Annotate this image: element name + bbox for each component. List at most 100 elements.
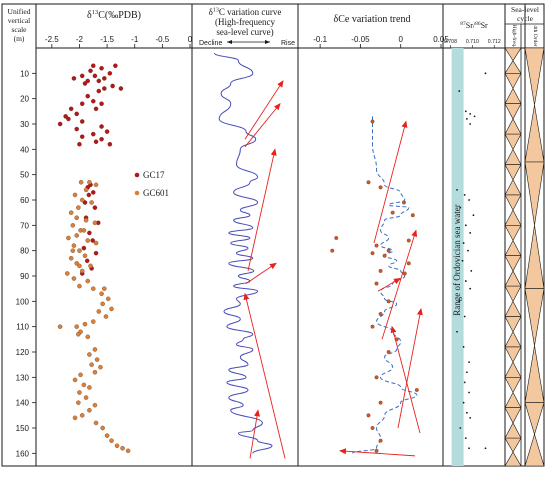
carbon-point-gc601 (70, 223, 76, 228)
carbon-point-gc601 (74, 215, 79, 220)
carbon-point-gc601 (109, 438, 114, 443)
fourth-order-cycle-rise (524, 402, 545, 436)
depth-tick-label: 70 (20, 221, 29, 230)
carbon-point-gc17 (87, 230, 92, 236)
carbon-panel-title: δ13C(‰PDB) (87, 9, 141, 21)
depth-tick-label: 160 (16, 449, 30, 458)
decline-arrowhead (227, 40, 232, 44)
carbon-point-gc17 (91, 131, 96, 137)
sea-level-trend-arrow (249, 409, 260, 459)
carbon-point-gc601 (102, 286, 107, 291)
sea-level-trend-arrow (245, 262, 277, 284)
depth-tick-label: 30 (20, 120, 29, 129)
carbon-point-gc601 (68, 256, 74, 261)
cycle-title-line2: cycle (517, 14, 533, 23)
legend-gc17-label: GC17 (143, 170, 165, 180)
ce-point (378, 312, 383, 316)
carbon-point-gc17 (88, 68, 93, 74)
decline-label: Decline (199, 40, 222, 47)
sr-point (465, 371, 468, 374)
carbon-point-gc601 (71, 276, 77, 281)
curve-title-line2: (High-frequency (215, 17, 275, 27)
ce-trend-arrow (390, 325, 421, 434)
carbon-point-gc601 (92, 402, 98, 408)
high-freq-cycle-rise (504, 164, 522, 181)
ce-point (374, 448, 379, 453)
carbon-point-gc601 (72, 415, 78, 421)
carbon-tick-label: -1 (131, 35, 139, 44)
ce-point (386, 248, 391, 253)
ce-point (370, 119, 375, 124)
carbon-point-gc601 (78, 372, 83, 378)
high-freq-cycle-rise (504, 225, 522, 242)
carbon-point-gc601 (79, 197, 85, 203)
sr-point (484, 447, 487, 450)
fourth-order-cycle-rise (524, 288, 545, 346)
sr-point (462, 242, 465, 244)
depth-tick-label: 60 (20, 196, 29, 205)
sr-point (468, 361, 470, 364)
high-freq-cycle-rise (504, 285, 522, 302)
carbon-point-gc17 (93, 250, 99, 256)
depth-tick-label: 120 (16, 348, 30, 357)
sr-point (469, 232, 472, 234)
carbon-point-gc601 (78, 180, 84, 185)
high-freq-cycle-rise (504, 346, 522, 363)
ce-point (374, 243, 379, 248)
carbon-point-gc601 (83, 218, 89, 223)
carbon-point-gc17 (74, 126, 79, 132)
carbon-point-gc17 (92, 205, 98, 210)
ce-point (330, 248, 335, 253)
ce-tick-label: 0.05 (433, 35, 449, 44)
ce-point (386, 350, 391, 354)
carbon-point-gc601 (76, 332, 81, 337)
carbon-point-gc601 (77, 263, 82, 269)
ce-point (370, 251, 375, 256)
ce-plot: -0.1 -0.05 0 0.05 (313, 35, 449, 457)
carbon-point-gc601 (120, 446, 125, 451)
carbon-point-gc601 (91, 286, 96, 291)
carbon-point-gc17 (110, 83, 115, 89)
carbon-point-gc17 (85, 93, 90, 99)
carbon-point-gc601 (92, 220, 98, 226)
depth-tick-label: 110 (16, 323, 29, 332)
carbon-point-gc601 (76, 205, 81, 210)
carbon-point-gc17 (104, 129, 110, 134)
ce-point (378, 400, 383, 405)
high-freq-cycle-rise (504, 255, 522, 272)
cycle-plot (504, 24, 545, 467)
ce-panel-title: δCe variation trend (334, 14, 411, 25)
carbon-point-gc17 (82, 200, 88, 205)
carbon-point-gc601 (79, 268, 85, 274)
sr-point (469, 287, 472, 290)
carbon-point-gc601 (99, 291, 104, 296)
high-freq-cycle-rise (504, 133, 522, 150)
ce-trend-arrow (397, 307, 423, 429)
carbon-point-gc17 (79, 119, 85, 124)
ce-point (366, 413, 371, 418)
sr-point (465, 411, 468, 414)
carbon-point-gc17 (68, 106, 74, 112)
sr-point (484, 72, 487, 75)
carbon-point-gc601 (93, 240, 99, 246)
high-freq-cycle-fall (504, 451, 522, 467)
carbon-point-gc17 (84, 258, 90, 264)
high-freq-cycle-rise (504, 316, 522, 333)
depth-header-1: Unified (8, 7, 31, 16)
carbon-point-gc601 (71, 243, 77, 248)
ce-point (414, 388, 419, 392)
carbon-point-gc17 (99, 101, 104, 106)
sr-point (464, 224, 467, 227)
depth-tick-label: 150 (16, 424, 30, 433)
carbon-point-gc601 (114, 443, 120, 448)
carbon-point-gc601 (70, 248, 76, 253)
sr-point (469, 416, 472, 419)
sr-point (469, 123, 472, 125)
carbon-point-gc601 (103, 314, 109, 319)
carbon-point-gc17 (93, 106, 99, 112)
carbon-point-gc17 (102, 86, 107, 91)
legend-gc601-marker (134, 190, 140, 196)
carbon-point-gc601 (77, 283, 82, 289)
carbon-point-gc17 (99, 124, 104, 129)
